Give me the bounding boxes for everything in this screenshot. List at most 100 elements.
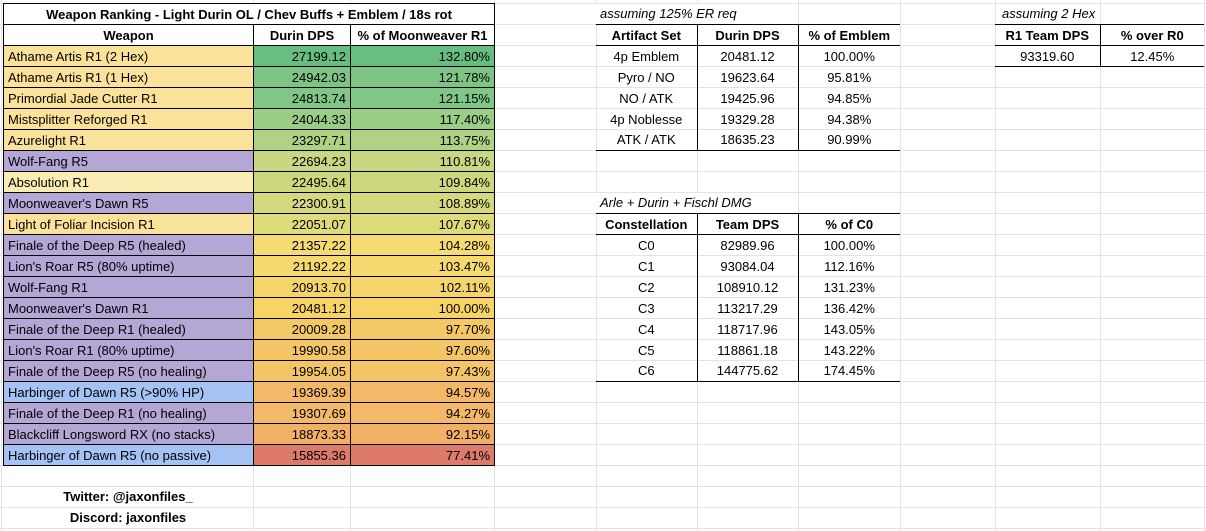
dps-cell[interactable]: 18635.23 bbox=[696, 129, 798, 151]
constellation-cell[interactable]: C2 bbox=[637, 279, 655, 295]
pct-cell[interactable]: 109.84% bbox=[350, 171, 495, 193]
pct-cell[interactable]: 100.00% bbox=[350, 297, 495, 319]
pct-cell[interactable]: 104.28% bbox=[350, 234, 495, 256]
dps-cell[interactable]: 19307.69 bbox=[253, 402, 351, 424]
dps-cell[interactable]: 15855.36 bbox=[253, 444, 351, 466]
weapon-name-cell[interactable]: Light of Foliar Incision R1 bbox=[3, 213, 254, 235]
dps-cell[interactable]: 22300.91 bbox=[253, 192, 351, 214]
caption-er-req[interactable]: assuming 125% ER req bbox=[596, 4, 741, 24]
constellation-cell[interactable]: C3 bbox=[637, 300, 655, 316]
column-header-durin-dps[interactable]: Durin DPS bbox=[696, 24, 798, 46]
team-dps-cell[interactable]: 118861.18 bbox=[696, 339, 798, 361]
constellation-cell[interactable]: C0 bbox=[637, 237, 655, 253]
artifact-set-cell[interactable]: 4p Noblesse bbox=[610, 111, 683, 127]
twitter-handle[interactable]: Twitter: @jaxonfiles_ bbox=[63, 489, 193, 504]
column-header-constellation[interactable]: Constellation bbox=[596, 213, 697, 235]
dps-cell[interactable]: 21192.22 bbox=[253, 255, 351, 277]
dps-cell[interactable]: 19425.96 bbox=[696, 87, 798, 109]
weapon-name-cell[interactable]: Finale of the Deep R5 (healed) bbox=[3, 234, 254, 256]
column-header-pct-c0[interactable]: % of C0 bbox=[797, 213, 900, 235]
constellation-cell[interactable]: C6 bbox=[596, 360, 697, 382]
dps-cell[interactable]: 18873.33 bbox=[253, 423, 351, 445]
caption-arle-durin-fischl[interactable]: Arle + Durin + Fischl DMG bbox=[596, 193, 756, 213]
dps-cell[interactable]: 20481.12 bbox=[253, 297, 351, 319]
weapon-name-cell[interactable]: Azurelight R1 bbox=[3, 129, 254, 151]
pct-cell[interactable]: 77.41% bbox=[350, 444, 495, 466]
pct-cell[interactable]: 94.38% bbox=[797, 108, 900, 130]
pct-cell[interactable]: 97.70% bbox=[350, 318, 495, 340]
constellation-cell[interactable]: C5 bbox=[637, 342, 655, 358]
dps-cell[interactable]: 24813.74 bbox=[253, 87, 351, 109]
pct-cell[interactable]: 94.27% bbox=[350, 402, 495, 424]
weapon-name-cell[interactable]: Finale of the Deep R1 (no healing) bbox=[3, 402, 254, 424]
pct-cell[interactable]: 90.99% bbox=[797, 129, 900, 151]
table-title[interactable]: Weapon Ranking - Light Durin OL / Chev B… bbox=[3, 3, 495, 25]
pct-cell[interactable]: 100.00% bbox=[797, 234, 900, 256]
pct-cell[interactable]: 12.45% bbox=[1099, 45, 1204, 67]
pct-cell[interactable]: 117.40% bbox=[350, 108, 495, 130]
discord-handle[interactable]: Discord: jaxonfiles bbox=[69, 510, 187, 525]
dps-cell[interactable]: 20481.12 bbox=[696, 45, 798, 67]
team-dps-cell[interactable]: 144775.62 bbox=[696, 360, 798, 382]
pct-cell[interactable]: 108.89% bbox=[350, 192, 495, 214]
weapon-name-cell[interactable]: Moonweaver's Dawn R1 bbox=[3, 297, 254, 319]
artifact-set-cell[interactable]: Pyro / NO bbox=[617, 69, 675, 85]
weapon-name-cell[interactable]: Blackcliff Longsword RX (no stacks) bbox=[3, 423, 254, 445]
constellation-cell[interactable]: C4 bbox=[637, 321, 655, 337]
dps-cell[interactable]: 24942.03 bbox=[253, 66, 351, 88]
column-header-r1-team-dps[interactable]: R1 Team DPS bbox=[995, 24, 1100, 46]
weapon-name-cell[interactable]: Athame Artis R1 (2 Hex) bbox=[3, 45, 254, 67]
dps-cell[interactable]: 22051.07 bbox=[253, 213, 351, 235]
column-header-team-dps[interactable]: Team DPS bbox=[696, 213, 798, 235]
weapon-name-cell[interactable]: Mistsplitter Reforged R1 bbox=[3, 108, 254, 130]
caption-2-hex[interactable]: assuming 2 Hex bbox=[998, 4, 1100, 24]
pct-cell[interactable]: 97.43% bbox=[350, 360, 495, 382]
weapon-name-cell[interactable]: Absolution R1 bbox=[3, 171, 254, 193]
dps-cell[interactable]: 19990.58 bbox=[253, 339, 351, 361]
column-header-artifact-set[interactable]: Artifact Set bbox=[596, 24, 697, 46]
artifact-set-cell[interactable]: ATK / ATK bbox=[596, 129, 697, 151]
pct-cell[interactable]: 94.85% bbox=[797, 87, 900, 109]
pct-cell[interactable]: 112.16% bbox=[797, 255, 900, 277]
pct-cell[interactable]: 131.23% bbox=[797, 276, 900, 298]
weapon-name-cell[interactable]: Moonweaver's Dawn R5 bbox=[3, 192, 254, 214]
constellation-cell[interactable]: C1 bbox=[637, 258, 655, 274]
weapon-name-cell[interactable]: Athame Artis R1 (1 Hex) bbox=[3, 66, 254, 88]
dps-cell[interactable]: 22694.23 bbox=[253, 150, 351, 172]
dps-cell[interactable]: 20009.28 bbox=[253, 318, 351, 340]
team-dps-cell[interactable]: 82989.96 bbox=[696, 234, 798, 256]
dps-cell[interactable]: 22495.64 bbox=[253, 171, 351, 193]
weapon-name-cell[interactable]: Finale of the Deep R5 (no healing) bbox=[3, 360, 254, 382]
pct-cell[interactable]: 121.78% bbox=[350, 66, 495, 88]
pct-cell[interactable]: 143.05% bbox=[797, 318, 900, 340]
dps-cell[interactable]: 21357.22 bbox=[253, 234, 351, 256]
team-dps-cell[interactable]: 93319.60 bbox=[995, 45, 1100, 67]
column-header-weapon[interactable]: Weapon bbox=[3, 24, 254, 46]
team-dps-cell[interactable]: 113217.29 bbox=[696, 297, 798, 319]
pct-cell[interactable]: 102.11% bbox=[350, 276, 495, 298]
column-header-pct-moonweaver[interactable]: % of Moonweaver R1 bbox=[350, 24, 495, 46]
weapon-name-cell[interactable]: Wolf-Fang R1 bbox=[3, 276, 254, 298]
pct-cell[interactable]: 136.42% bbox=[797, 297, 900, 319]
dps-cell[interactable]: 19329.28 bbox=[696, 108, 798, 130]
pct-cell[interactable]: 174.45% bbox=[797, 360, 900, 382]
dps-cell[interactable]: 24044.33 bbox=[253, 108, 351, 130]
pct-cell[interactable]: 94.57% bbox=[350, 381, 495, 403]
dps-cell[interactable]: 19369.39 bbox=[253, 381, 351, 403]
weapon-name-cell[interactable]: Lion's Roar R5 (80% uptime) bbox=[3, 255, 254, 277]
pct-cell[interactable]: 100.00% bbox=[797, 45, 900, 67]
pct-cell[interactable]: 132.80% bbox=[350, 45, 495, 67]
dps-cell[interactable]: 19954.05 bbox=[253, 360, 351, 382]
artifact-set-cell[interactable]: NO / ATK bbox=[619, 90, 674, 106]
team-dps-cell[interactable]: 93084.04 bbox=[696, 255, 798, 277]
weapon-name-cell[interactable]: Harbinger of Dawn R5 (no passive) bbox=[3, 444, 254, 466]
pct-cell[interactable]: 143.22% bbox=[797, 339, 900, 361]
dps-cell[interactable]: 27199.12 bbox=[253, 45, 351, 67]
dps-cell[interactable]: 19623.64 bbox=[696, 66, 798, 88]
weapon-name-cell[interactable]: Finale of the Deep R1 (healed) bbox=[3, 318, 254, 340]
team-dps-cell[interactable]: 118717.96 bbox=[696, 318, 798, 340]
pct-cell[interactable]: 92.15% bbox=[350, 423, 495, 445]
pct-cell[interactable]: 110.81% bbox=[350, 150, 495, 172]
pct-cell[interactable]: 113.75% bbox=[350, 129, 495, 151]
weapon-name-cell[interactable]: Primordial Jade Cutter R1 bbox=[3, 87, 254, 109]
